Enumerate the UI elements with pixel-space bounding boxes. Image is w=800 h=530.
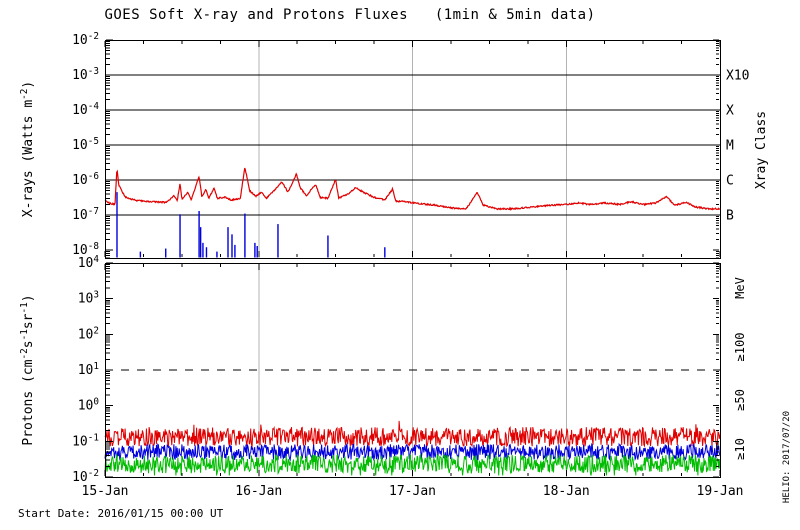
xray-ytick-label: 10-6 xyxy=(72,171,99,188)
proton-mev-title: MeV xyxy=(733,277,747,299)
x-date-label: 19-Jan xyxy=(697,484,744,499)
proton-ytick-label: 103 xyxy=(78,290,99,307)
proton-ytick-label: 102 xyxy=(78,325,99,342)
xray-class-label: C xyxy=(726,174,734,189)
xray-class-label: X xyxy=(726,104,734,119)
helio-watermark: HELIO: 2017/07/20 xyxy=(782,411,792,503)
data-series xyxy=(104,167,721,476)
proton-mev-label: ≥100 xyxy=(733,333,747,362)
proton-ytick-label: 10-1 xyxy=(72,432,99,449)
xray-class-axis-title: Xray Class xyxy=(754,111,769,189)
xray-ytick-label: 10-7 xyxy=(72,206,99,223)
xray-ytick-label: 10-5 xyxy=(72,136,99,153)
xray-long-series xyxy=(104,167,721,212)
x-date-label: 17-Jan xyxy=(389,484,436,499)
x-date-label: 18-Jan xyxy=(543,484,590,499)
gridlines xyxy=(105,40,720,477)
x-date-label: 16-Jan xyxy=(235,484,282,499)
xray-panel-frame xyxy=(104,39,722,260)
axes xyxy=(104,39,722,479)
proton-axis-title: Protons (cm-2s-1sr-1) xyxy=(19,294,36,445)
proton-mev-label: ≥10 xyxy=(733,438,747,460)
proton-ytick-label: 104 xyxy=(78,254,100,271)
xray-class-label: M xyxy=(726,139,734,154)
xray-ytick-label: 10-4 xyxy=(72,101,99,118)
proton-panel-frame xyxy=(104,262,722,479)
protons-ge10MeV-series xyxy=(104,420,721,448)
xray-ytick-label: 10-8 xyxy=(72,241,99,258)
xray-ytick-label: 10-2 xyxy=(72,31,99,48)
proton-ytick-label: 100 xyxy=(78,397,100,414)
xray-axis-title: X-rays (Watts m-2) xyxy=(19,81,36,218)
chart-title: GOES Soft X-ray and Protons Fluxes (1min… xyxy=(104,7,596,23)
start-date-label: Start Date: 2016/01/15 00:00 UT xyxy=(18,507,224,520)
xray-ytick-label: 10-3 xyxy=(72,66,99,83)
xray-class-label: B xyxy=(726,209,734,224)
proton-ytick-label: 10-2 xyxy=(72,468,99,485)
proton-ytick-label: 101 xyxy=(78,361,99,378)
x-date-label: 15-Jan xyxy=(82,484,129,499)
protons-ge100MeV-series xyxy=(104,453,721,476)
xray-class-label: X10 xyxy=(726,69,749,84)
proton-mev-label: ≥50 xyxy=(733,389,747,411)
protons-ge50MeV-series xyxy=(104,442,721,462)
